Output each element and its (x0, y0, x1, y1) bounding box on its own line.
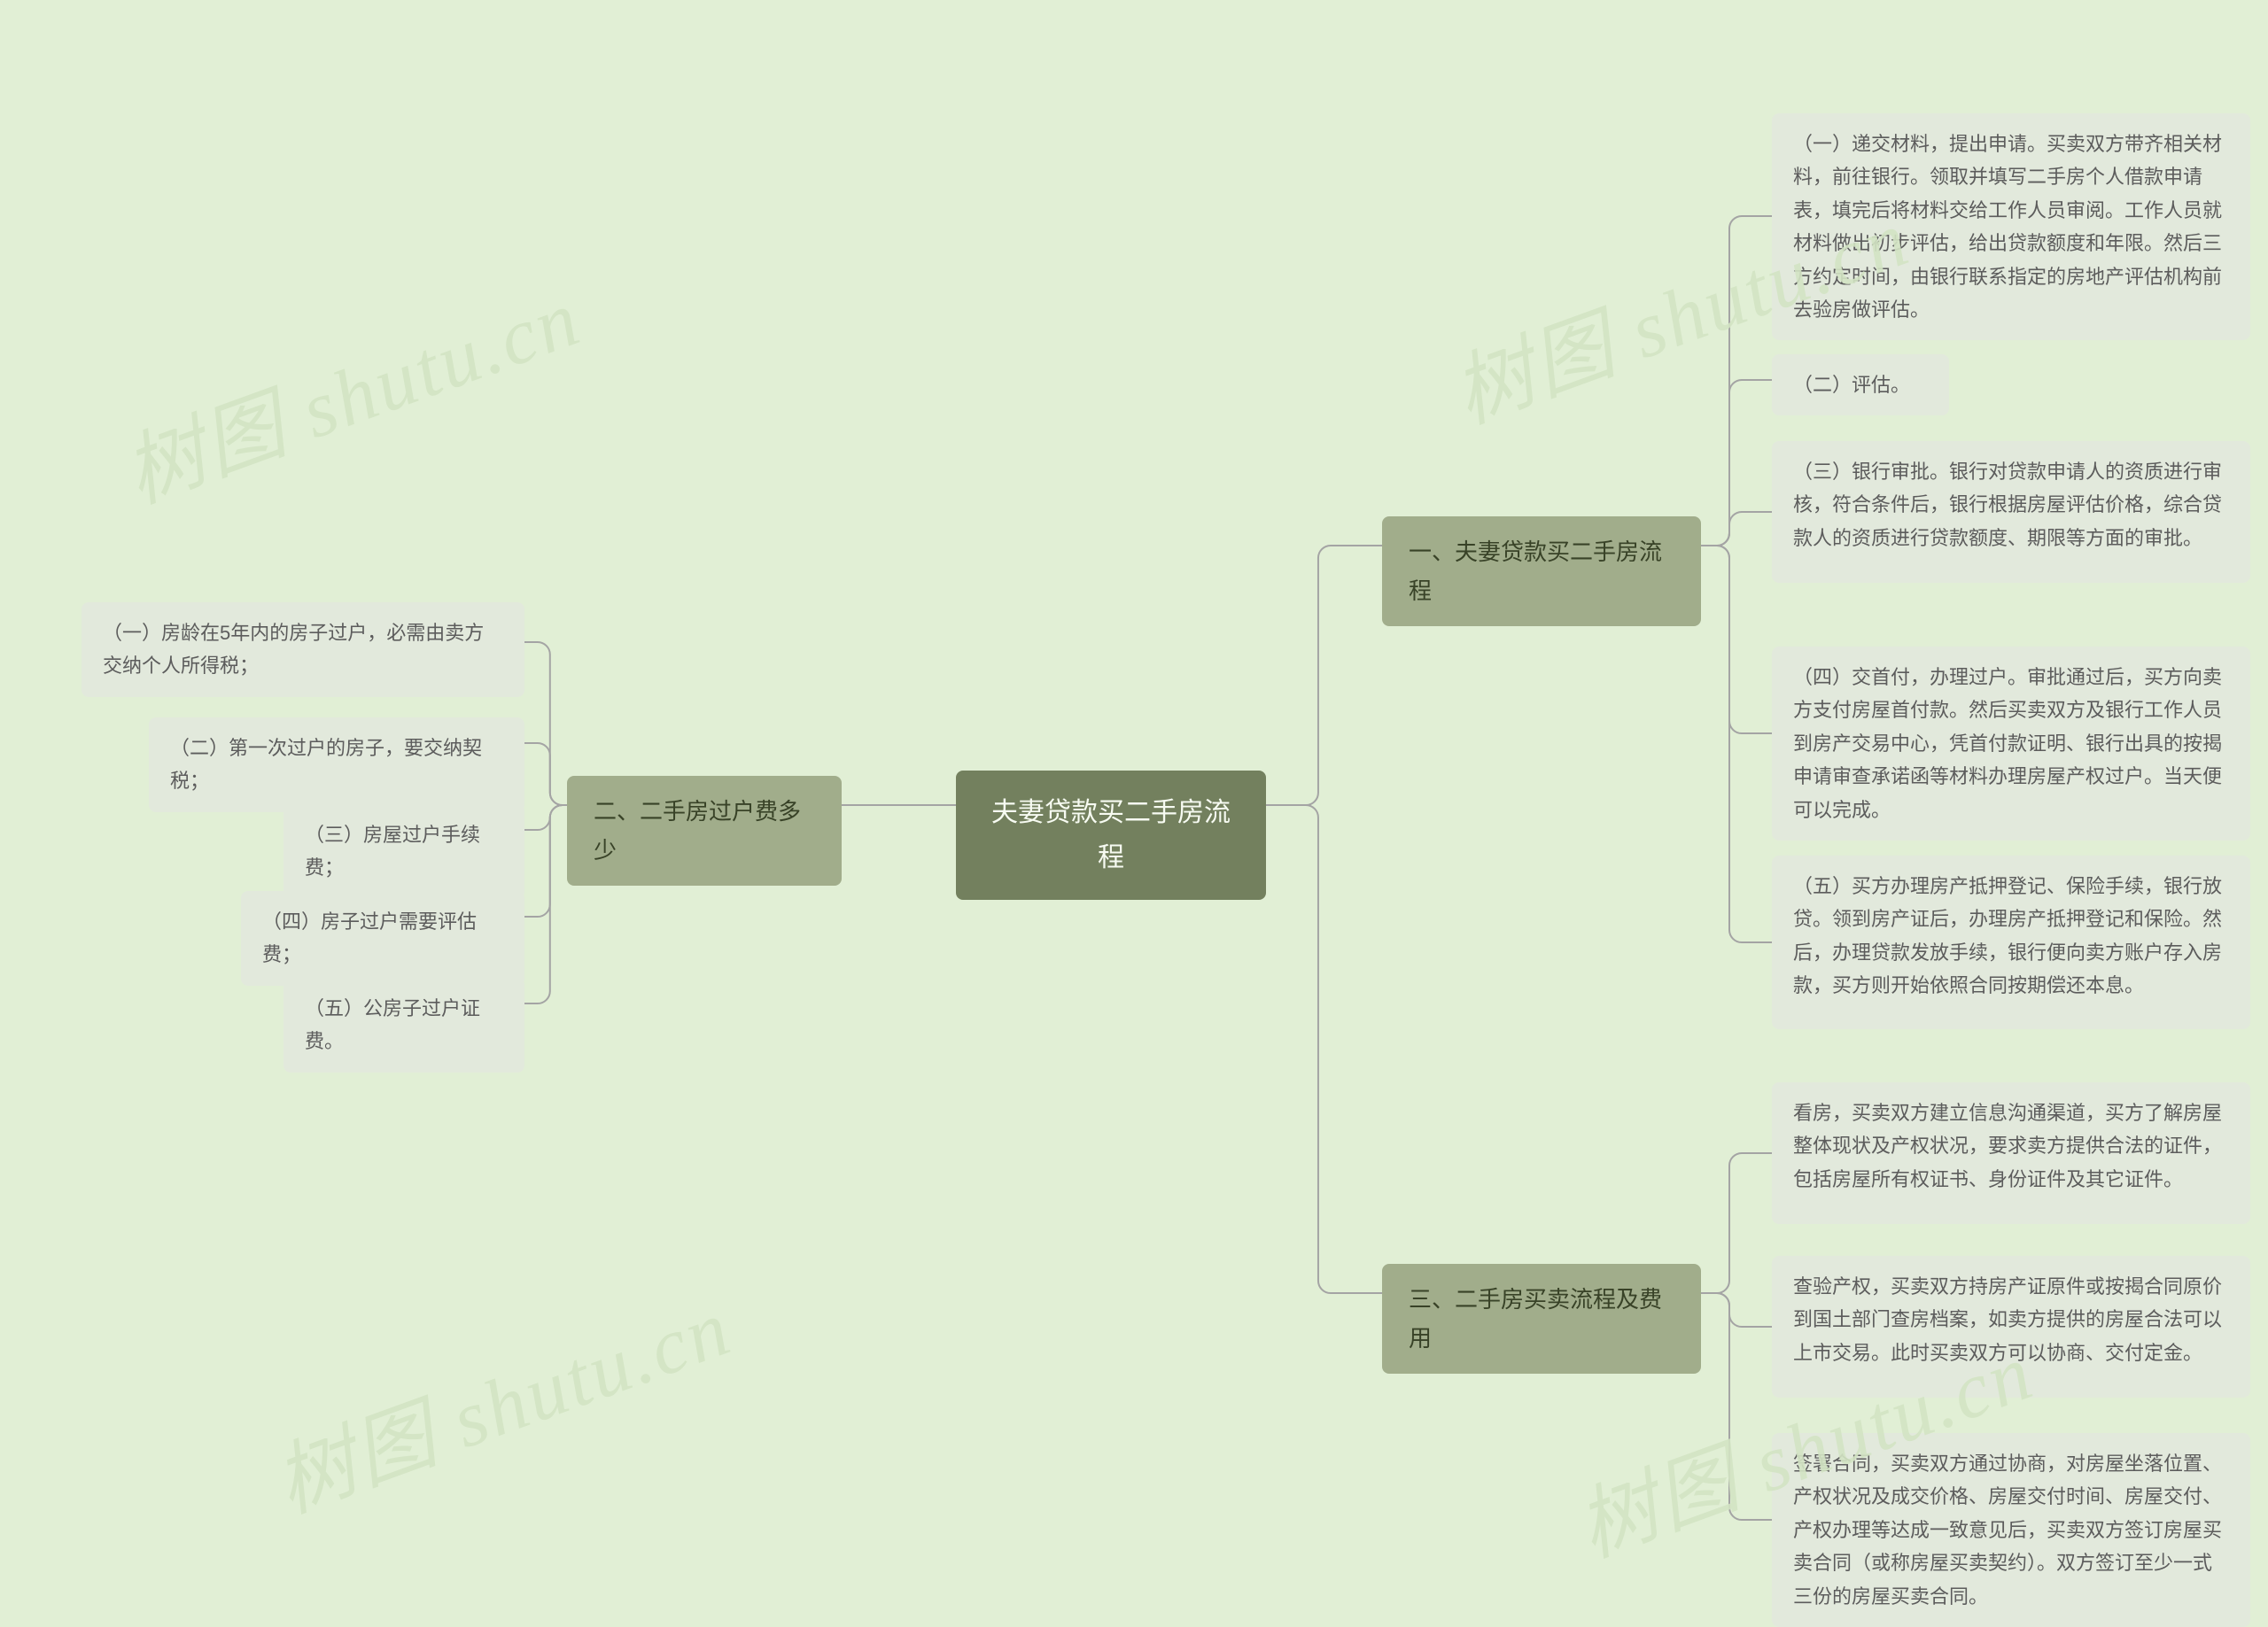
b1l5[interactable]: （五）买方办理房产抵押登记、保险手续，银行放贷。领到房产证后，办理房产抵押登记和… (1772, 856, 2250, 1029)
root-node[interactable]: 夫妻贷款买二手房流程 (956, 771, 1266, 900)
b2l2[interactable]: （二）第一次过户的房子，要交纳契税； (149, 717, 524, 812)
watermark: 树图 shutu.cn (106, 253, 594, 524)
watermark: 树图 shutu.cn (257, 1263, 744, 1534)
b2[interactable]: 二、二手房过户费多少 (567, 776, 842, 886)
b2l3[interactable]: （三）房屋过户手续费； (284, 804, 524, 899)
b1l2[interactable]: （二）评估。 (1772, 354, 1949, 415)
b2l4[interactable]: （四）房子过户需要评估费； (241, 891, 524, 986)
b3[interactable]: 三、二手房买卖流程及费用 (1382, 1264, 1701, 1374)
b3l3[interactable]: 签署合同，买卖双方通过协商，对房屋坐落位置、产权状况及成交价格、房屋交付时间、房… (1772, 1433, 2250, 1627)
b1l3[interactable]: （三）银行审批。银行对贷款申请人的资质进行审核，符合条件后，银行根据房屋评估价格… (1772, 441, 2250, 583)
b1l4[interactable]: （四）交首付，办理过户。审批通过后，买方向卖方支付房屋首付款。然后买卖双方及银行… (1772, 647, 2250, 841)
b2l1[interactable]: （一）房龄在5年内的房子过户，必需由卖方交纳个人所得税； (82, 602, 524, 697)
b3l2[interactable]: 查验产权，买卖双方持房产证原件或按揭合同原价到国土部门查房档案，如卖方提供的房屋… (1772, 1256, 2250, 1398)
b1[interactable]: 一、夫妻贷款买二手房流程 (1382, 516, 1701, 626)
b3l1[interactable]: 看房，买卖双方建立信息沟通渠道，买方了解房屋整体现状及产权状况，要求卖方提供合法… (1772, 1082, 2250, 1224)
b1l1[interactable]: （一）递交材料，提出申请。买卖双方带齐相关材料，前往银行。领取并填写二手房个人借… (1772, 113, 2250, 340)
b2l5[interactable]: （五）公房子过户证费。 (284, 978, 524, 1073)
